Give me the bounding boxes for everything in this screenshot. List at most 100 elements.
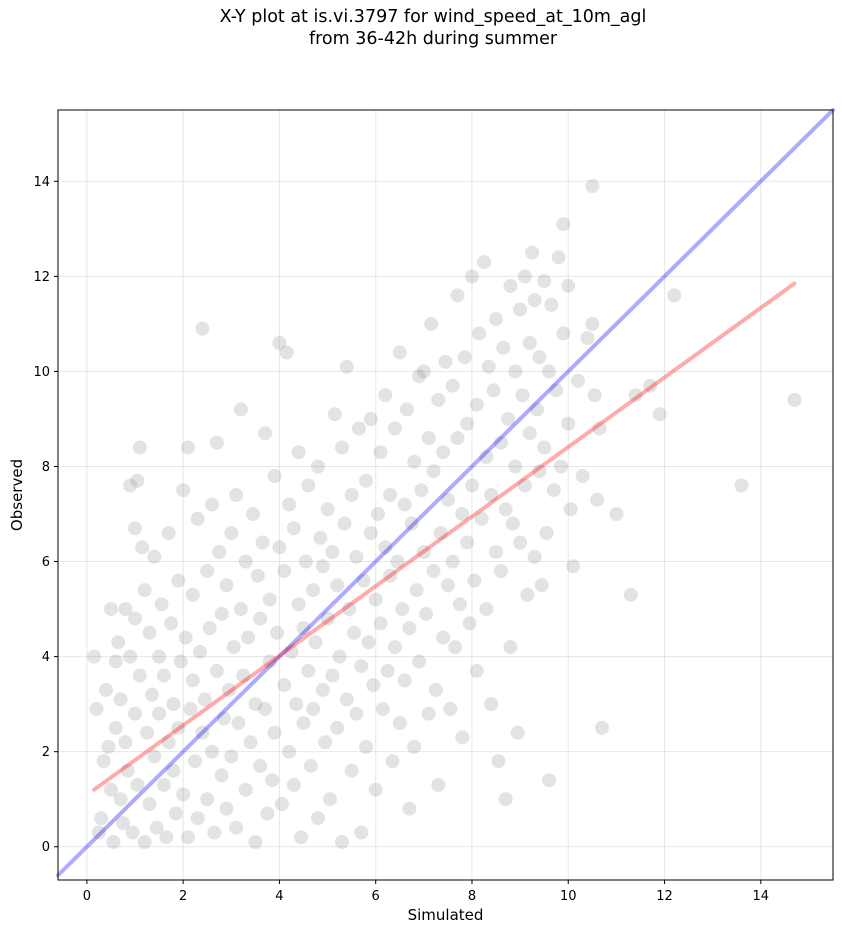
scatter-point xyxy=(522,335,537,350)
identity-line xyxy=(56,108,835,878)
scatter-point xyxy=(130,777,145,792)
scatter-point xyxy=(219,578,234,593)
scatter-point xyxy=(587,388,602,403)
scatter-point xyxy=(402,801,417,816)
scatter-point xyxy=(310,811,325,826)
scatter-point xyxy=(412,369,426,384)
scatter-point xyxy=(395,602,410,617)
scatter-point xyxy=(108,654,123,669)
scatter-point xyxy=(104,782,118,797)
plot-frame xyxy=(57,109,834,881)
scatter-point xyxy=(238,782,253,797)
scatter-point xyxy=(371,507,386,521)
x-tick-label: 14 xyxy=(753,889,770,904)
scatter-point xyxy=(233,402,248,417)
scatter-point xyxy=(120,763,135,778)
scatter-point xyxy=(330,578,345,593)
x-tick-label: 4 xyxy=(275,889,283,904)
scatter-point xyxy=(594,720,609,735)
scatter-point xyxy=(580,331,595,346)
scatter-point xyxy=(277,678,292,693)
scatter-point xyxy=(289,697,304,712)
scatter-point xyxy=(118,602,133,617)
scatter-point xyxy=(561,278,576,293)
scatter-point xyxy=(455,730,470,745)
scatter-point xyxy=(132,440,147,455)
scatter-point xyxy=(277,564,292,578)
scatter-point xyxy=(428,682,443,697)
scatter-point xyxy=(241,630,256,645)
scatter-point xyxy=(188,754,203,769)
scatter-point xyxy=(527,293,542,308)
scatter-point xyxy=(392,716,407,731)
scatter-point xyxy=(359,473,374,488)
scatter-point xyxy=(390,554,405,569)
scatter-point xyxy=(474,511,489,526)
scatter-point xyxy=(424,316,439,331)
scatter-point xyxy=(356,573,371,588)
scatter-point xyxy=(104,602,118,617)
scatter-point xyxy=(590,492,605,507)
scatter-point xyxy=(416,364,431,379)
scatter-point xyxy=(339,359,354,374)
scatter-point xyxy=(542,364,556,379)
scatter-point xyxy=(205,497,219,512)
scatter-point xyxy=(173,654,188,669)
scatter-point xyxy=(527,549,542,564)
scatter-point xyxy=(407,454,422,469)
y-axis-label: Observed xyxy=(8,459,26,531)
scatter-point xyxy=(505,516,520,531)
scatter-point xyxy=(272,335,287,350)
scatter-point xyxy=(404,516,419,531)
y-tick-label: 14 xyxy=(33,175,50,190)
scatter-point xyxy=(542,773,556,788)
scatter-point xyxy=(517,269,532,284)
scatter-point xyxy=(433,526,448,540)
scatter-point xyxy=(87,649,102,664)
scatter-point xyxy=(195,321,210,336)
scatter-point xyxy=(388,421,402,436)
scatter-point xyxy=(128,611,142,626)
reference-lines xyxy=(56,108,835,878)
scatter-point xyxy=(554,459,568,474)
scatter-point xyxy=(498,792,513,807)
scatter-point xyxy=(195,725,210,740)
scatter-point xyxy=(361,635,376,650)
scatter-point xyxy=(787,392,802,407)
scatter-point xyxy=(96,754,111,769)
scatter-point xyxy=(493,435,508,450)
scatter-point xyxy=(296,621,311,636)
scatter-point xyxy=(421,431,436,445)
scatter-point xyxy=(246,507,260,521)
scatter-point xyxy=(140,725,155,740)
scatter-point xyxy=(181,830,195,845)
scatter-point xyxy=(159,830,174,845)
scatter-point xyxy=(310,459,325,474)
scatter-point xyxy=(284,644,299,659)
scatter-point xyxy=(214,606,229,621)
scatter-point xyxy=(344,488,359,502)
scatter-point xyxy=(137,835,152,849)
scatter-point xyxy=(484,488,499,502)
scatter-point xyxy=(431,777,446,792)
scatter-point xyxy=(342,602,357,617)
scatter-point xyxy=(546,483,561,498)
scatter-point xyxy=(113,792,128,807)
scatter-point xyxy=(414,483,429,498)
scatter-point xyxy=(226,640,241,655)
scatter-point xyxy=(229,488,244,502)
scatter-point xyxy=(168,806,183,821)
chart-title: X-Y plot at is.vi.3797 for wind_speed_at… xyxy=(219,7,647,49)
scatter-point xyxy=(517,478,532,493)
scatter-point xyxy=(209,663,224,678)
scatter-point xyxy=(308,635,323,650)
scatter-point xyxy=(508,364,523,379)
scatter-point xyxy=(402,621,417,636)
scatter-point xyxy=(465,478,479,493)
scatter-point xyxy=(489,545,503,559)
scatter-point xyxy=(349,549,364,564)
scatter-point xyxy=(315,682,330,697)
scatter-point xyxy=(388,640,402,655)
scatter-point xyxy=(503,278,518,293)
